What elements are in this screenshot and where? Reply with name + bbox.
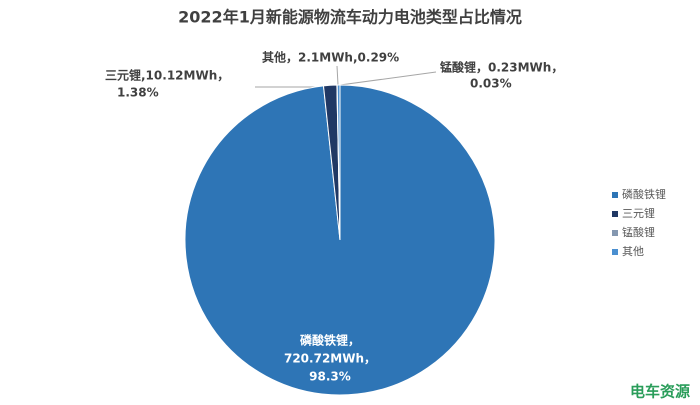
data-label: 98.3% <box>309 370 351 384</box>
leader-line <box>336 65 339 86</box>
data-label: 锰酸锂，0.23MWh， <box>440 60 563 75</box>
leader-line <box>339 71 437 86</box>
logo: 电车资源 <box>630 383 690 401</box>
data-label: 1.38% <box>117 86 159 100</box>
legend-swatch <box>612 192 618 198</box>
legend-swatch <box>612 249 618 255</box>
legend-label: 锰酸锂 <box>622 225 655 239</box>
chart-title: 2022年1月新能源物流车动力电池类型占比情况 <box>178 8 522 27</box>
legend-label: 三元锂 <box>622 206 655 220</box>
legend-label: 其他 <box>622 245 644 258</box>
pie-slice <box>336 84 341 241</box>
legend-swatch <box>612 211 618 217</box>
data-label: 720.72MWh， <box>284 352 376 366</box>
data-label: 磷酸铁锂， <box>300 333 360 348</box>
data-label: 三元锂,10.12MWh， <box>105 68 229 83</box>
legend-swatch <box>612 230 618 236</box>
data-label: 0.03% <box>470 77 512 91</box>
legend-label: 磷酸铁锂 <box>622 187 666 201</box>
data-label: 其他，2.1MWh,0.29% <box>262 50 399 65</box>
leader-lines <box>255 65 437 88</box>
